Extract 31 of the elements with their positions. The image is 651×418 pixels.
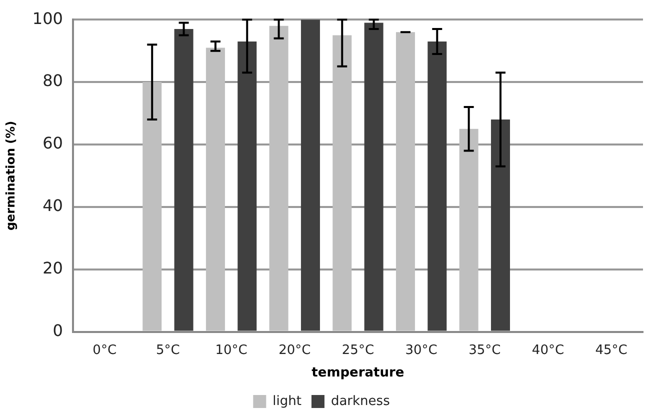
bar (364, 22, 384, 331)
y-tick-label: 0 (52, 320, 63, 340)
x-tick-label: 30°C (405, 342, 438, 358)
bar (142, 82, 162, 331)
y-tick-label: 100 (32, 8, 63, 28)
y-tick-label: 60 (42, 134, 63, 153)
y-tick-label: 40 (42, 196, 63, 216)
bar (300, 20, 320, 331)
legend-label: darkness (330, 394, 390, 409)
x-tick-label: 5°C (156, 342, 180, 358)
bar (490, 120, 510, 331)
legend-label: light (272, 394, 302, 409)
bar (428, 41, 447, 331)
x-axis-title: temperature (312, 366, 404, 381)
x-tick-label: 45°C (595, 342, 628, 358)
bar (206, 48, 225, 331)
bar (459, 128, 478, 331)
bar (269, 26, 288, 331)
bar (332, 35, 352, 331)
x-tick-label: 40°C (532, 342, 564, 358)
x-tick-label: 0°C (92, 342, 117, 358)
x-tick-label: 25°C (342, 342, 374, 358)
y-tick-label: 20 (42, 258, 63, 278)
x-tick-label: 10°C (215, 342, 248, 358)
x-tick-label: 20°C (278, 342, 311, 358)
x-tick-label: 35°C (468, 342, 501, 358)
bar (396, 32, 415, 331)
y-tick-label: 80 (42, 71, 63, 90)
y-axis-title: germination (%) (3, 120, 18, 231)
bar (238, 41, 257, 331)
bar (174, 28, 194, 331)
